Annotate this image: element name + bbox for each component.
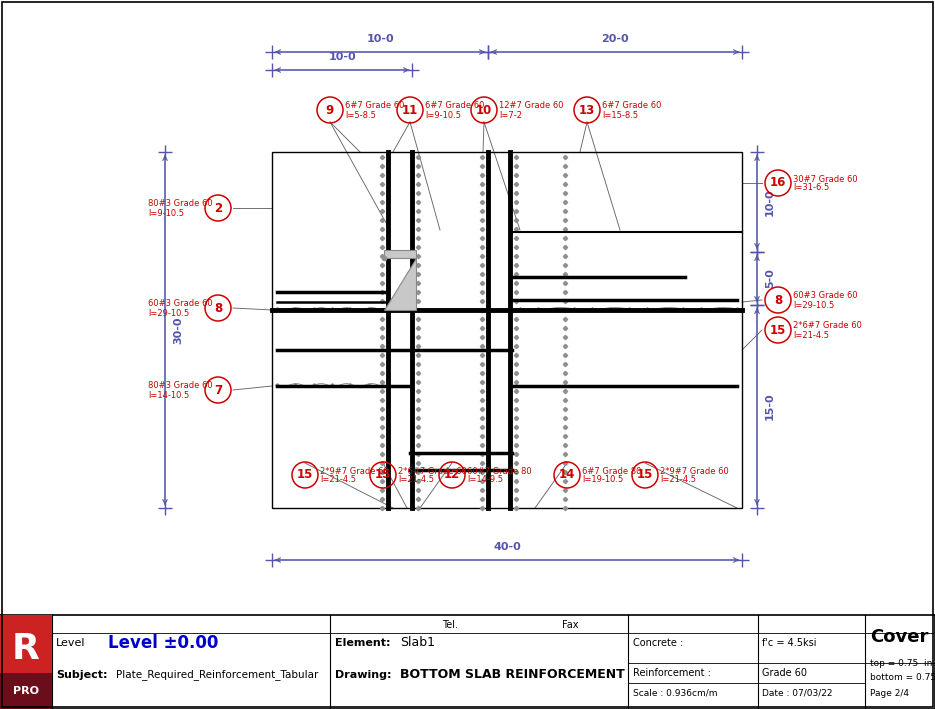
Text: Concrete :: Concrete : xyxy=(633,638,683,648)
Text: 80#3 Grade 60: 80#3 Grade 60 xyxy=(148,381,212,391)
Text: PRO: PRO xyxy=(13,686,39,696)
Text: 9: 9 xyxy=(326,104,334,116)
Text: 14: 14 xyxy=(559,469,575,481)
Text: Subject:: Subject: xyxy=(56,670,108,680)
Text: 2*9#7 Grade 60: 2*9#7 Grade 60 xyxy=(320,467,389,476)
Text: Element:: Element: xyxy=(335,638,391,648)
Text: 60#7 Grade 80: 60#7 Grade 80 xyxy=(467,467,532,476)
Text: 15: 15 xyxy=(770,323,786,337)
Text: l=14-10.5: l=14-10.5 xyxy=(148,391,189,399)
Text: l=5-8.5: l=5-8.5 xyxy=(345,111,376,120)
Text: Slab1: Slab1 xyxy=(400,637,435,649)
Text: Cover: Cover xyxy=(870,628,928,646)
Text: l=29-10.5: l=29-10.5 xyxy=(148,308,189,318)
Text: 11: 11 xyxy=(402,104,418,116)
Text: 2*6#7 Grade 60: 2*6#7 Grade 60 xyxy=(793,321,862,330)
Text: 16: 16 xyxy=(770,177,786,189)
Text: 40-0: 40-0 xyxy=(493,542,521,552)
Text: l=21-4.5: l=21-4.5 xyxy=(398,476,434,484)
Text: 15: 15 xyxy=(296,469,313,481)
Text: R: R xyxy=(12,632,40,666)
Text: 2: 2 xyxy=(214,201,223,215)
Text: Tel.: Tel. xyxy=(442,620,458,630)
Text: 6#7 Grade 60: 6#7 Grade 60 xyxy=(602,101,661,111)
Text: 60#3 Grade 60: 60#3 Grade 60 xyxy=(148,299,212,308)
Text: 6#7 Grade 60: 6#7 Grade 60 xyxy=(345,101,404,111)
Text: l=7-2: l=7-2 xyxy=(499,111,522,120)
Polygon shape xyxy=(384,258,416,310)
Bar xyxy=(0,615,52,709)
Text: 80#3 Grade 60: 80#3 Grade 60 xyxy=(148,199,212,208)
Text: 30-0: 30-0 xyxy=(173,316,183,344)
Text: 12: 12 xyxy=(444,469,460,481)
Text: top = 0.75  in: top = 0.75 in xyxy=(870,659,932,667)
Text: l=9-10.5: l=9-10.5 xyxy=(425,111,461,120)
Text: 8: 8 xyxy=(774,294,782,306)
Text: 10: 10 xyxy=(476,104,492,116)
Text: Grade 60: Grade 60 xyxy=(762,668,807,678)
Text: Scale : 0.936cm/m: Scale : 0.936cm/m xyxy=(633,688,717,698)
Text: l=29-10.5: l=29-10.5 xyxy=(793,301,834,310)
Text: Fax: Fax xyxy=(562,620,578,630)
Text: 60#3 Grade 60: 60#3 Grade 60 xyxy=(793,291,857,301)
Bar xyxy=(272,152,742,508)
Text: l=21-4.5: l=21-4.5 xyxy=(793,330,829,340)
Text: BOTTOM SLAB REINFORCEMENT: BOTTOM SLAB REINFORCEMENT xyxy=(400,669,625,681)
Text: Date : 07/03/22: Date : 07/03/22 xyxy=(762,688,832,698)
Text: 5-0: 5-0 xyxy=(765,269,775,289)
Text: 6#7 Grade 80: 6#7 Grade 80 xyxy=(582,467,641,476)
Text: 30#7 Grade 60: 30#7 Grade 60 xyxy=(793,174,857,184)
Text: 15: 15 xyxy=(375,469,391,481)
Text: f'c = 4.5ksi: f'c = 4.5ksi xyxy=(762,638,816,648)
Text: 10-0: 10-0 xyxy=(367,34,394,44)
Text: l=15-8.5: l=15-8.5 xyxy=(602,111,638,120)
Text: 2*6#7 Grade 60: 2*6#7 Grade 60 xyxy=(398,467,467,476)
Text: 10-0: 10-0 xyxy=(765,188,775,216)
Text: Level: Level xyxy=(56,638,85,648)
Text: Reinforcement :: Reinforcement : xyxy=(633,668,711,678)
Text: Page 2/4: Page 2/4 xyxy=(870,688,909,698)
Text: l=21-4.5: l=21-4.5 xyxy=(660,476,696,484)
Text: l=21-4.5: l=21-4.5 xyxy=(320,476,356,484)
Text: Plate_Required_Reinforcement_Tabular: Plate_Required_Reinforcement_Tabular xyxy=(116,669,319,681)
Text: 2*9#7 Grade 60: 2*9#7 Grade 60 xyxy=(660,467,728,476)
Text: l=31-6.5: l=31-6.5 xyxy=(793,184,829,193)
Text: l=19-10.5: l=19-10.5 xyxy=(582,476,624,484)
Text: 7: 7 xyxy=(214,384,223,396)
Text: 20-0: 20-0 xyxy=(601,34,629,44)
Text: 12#7 Grade 60: 12#7 Grade 60 xyxy=(499,101,564,111)
Text: 15: 15 xyxy=(637,469,654,481)
Text: 6#7 Grade 60: 6#7 Grade 60 xyxy=(425,101,484,111)
Text: bottom = 0.75  in: bottom = 0.75 in xyxy=(870,673,935,681)
Text: 15-0: 15-0 xyxy=(765,393,775,420)
Text: Level ±0.00: Level ±0.00 xyxy=(108,634,219,652)
Bar xyxy=(0,673,52,709)
Text: l=14-9.5: l=14-9.5 xyxy=(467,476,503,484)
Text: 10-0: 10-0 xyxy=(328,52,356,62)
Text: Drawing:: Drawing: xyxy=(335,670,392,680)
Text: 13: 13 xyxy=(579,104,595,116)
Bar xyxy=(384,250,416,258)
Text: l=9-10.5: l=9-10.5 xyxy=(148,208,184,218)
Text: 8: 8 xyxy=(214,301,223,315)
